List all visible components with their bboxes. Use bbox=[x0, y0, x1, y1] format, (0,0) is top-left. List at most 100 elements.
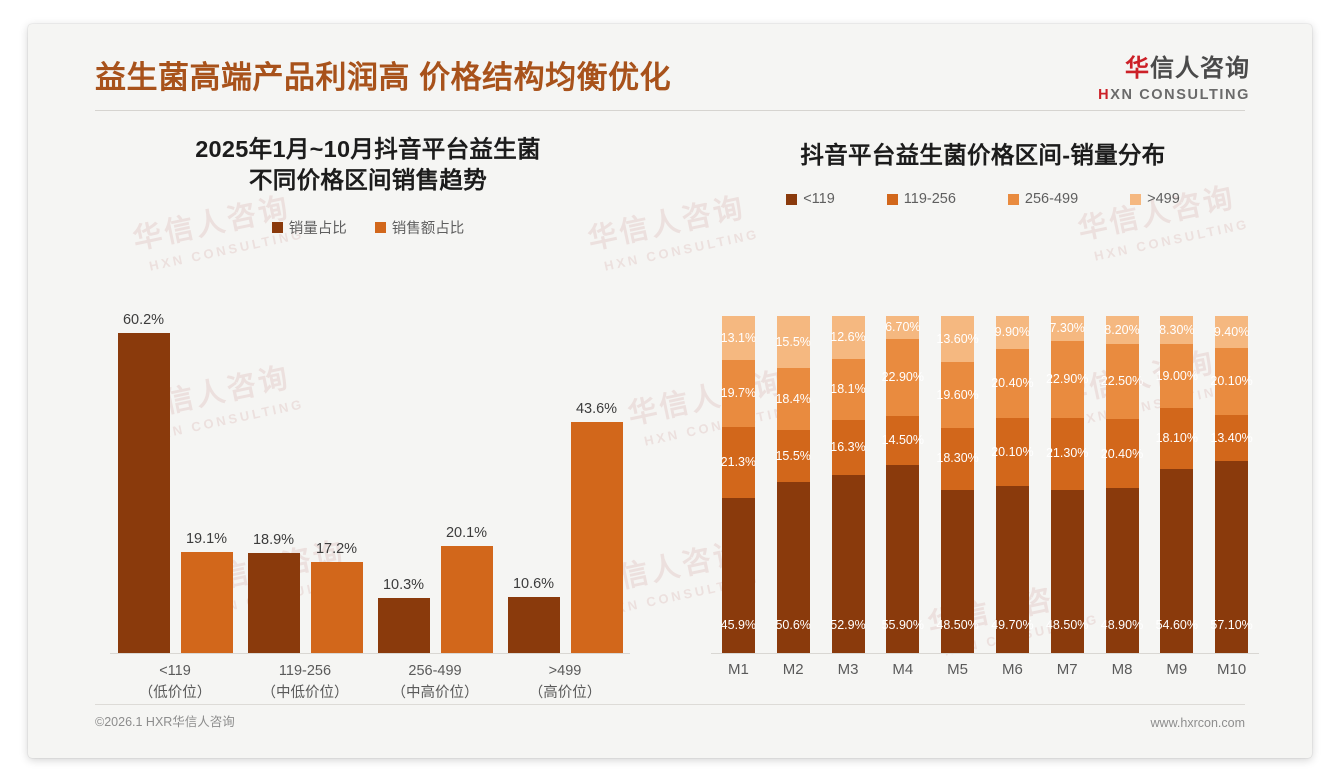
stacked-bar-segment[interactable]: 15.5% bbox=[775, 316, 811, 369]
legend-left-label: 销量占比 bbox=[288, 220, 347, 237]
bar-column[interactable]: 43.6% bbox=[570, 401, 623, 653]
stacked-bar-column[interactable]: 48.50% 21.30% 22.90% 7.30% bbox=[1046, 316, 1088, 653]
stacked-bar-segment[interactable]: 20.10% bbox=[991, 418, 1034, 486]
segment-value-label: 45.9% bbox=[720, 617, 757, 632]
bar-column[interactable]: 19.1% bbox=[180, 531, 233, 653]
stacked-bar-segment[interactable]: 13.1% bbox=[720, 316, 757, 361]
stacked-bar-segment[interactable]: 52.9% bbox=[830, 474, 866, 653]
bar-column[interactable]: 18.9% bbox=[247, 532, 300, 653]
stacked-bar-segment[interactable]: 22.50% bbox=[1101, 343, 1143, 420]
stacked-bar-segment[interactable]: 45.9% bbox=[720, 498, 757, 653]
stacked-bar-segment[interactable]: 8.30% bbox=[1159, 316, 1195, 344]
stacked-bar-segment[interactable]: 19.7% bbox=[721, 360, 756, 427]
segment-value-label: 14.50% bbox=[881, 432, 924, 447]
stacked-bar-segment[interactable]: 8.20% bbox=[1104, 316, 1140, 344]
legend-right-item-3[interactable]: >499 bbox=[1130, 191, 1180, 207]
stacked-bar-segment[interactable]: 49.70% bbox=[991, 485, 1034, 653]
legend-right-item-0[interactable]: <119 bbox=[786, 191, 835, 207]
stacked-bar-segment[interactable]: 7.30% bbox=[1049, 316, 1085, 341]
stacked-bar-segment[interactable]: 13.40% bbox=[1210, 415, 1253, 461]
chart-left-legend: 销量占比 销售额占比 bbox=[68, 217, 668, 238]
chart-panel-right: 抖音平台益生菌价格区间-销量分布 <119 119-256 256-499 >499 … bbox=[683, 134, 1283, 714]
bar[interactable] bbox=[507, 596, 560, 653]
stacked-bar-segment[interactable]: 18.10% bbox=[1156, 408, 1198, 469]
stacked-bar-segment[interactable]: 9.40% bbox=[1214, 316, 1249, 348]
chart-right-plot: 45.9% 21.3% 19.7% 13.1% 50.6% 15.5% 18.4% 15.5%… bbox=[711, 316, 1259, 654]
segment-value-label: 6.70% bbox=[885, 320, 921, 335]
xaxis-tick: M10 bbox=[1217, 661, 1247, 678]
stacked-bar-segment[interactable]: 21.30% bbox=[1046, 417, 1088, 490]
stacked-bar-column[interactable]: 54.60% 18.10% 19.00% 8.30% bbox=[1156, 316, 1198, 653]
stacked-bar-segment[interactable]: 15.5% bbox=[775, 430, 811, 483]
stacked-bar-segment[interactable]: 20.40% bbox=[1101, 419, 1143, 489]
stacked-bar-column[interactable]: 57.10% 13.40% 20.10% 9.40% bbox=[1210, 316, 1253, 653]
stacked-bar-column[interactable]: 55.90% 14.50% 22.90% 6.70% bbox=[882, 316, 924, 653]
stacked-bar-segment[interactable]: 20.40% bbox=[991, 349, 1034, 418]
stacked-bar-segment[interactable]: 18.4% bbox=[775, 368, 811, 431]
segment-value-label: 20.10% bbox=[991, 444, 1034, 459]
xaxis-tick: M7 bbox=[1056, 661, 1078, 678]
legend-right-item-2[interactable]: 256-499 bbox=[1007, 191, 1078, 207]
bar-group: 10.6% 43.6% bbox=[500, 308, 630, 653]
stacked-bar-segment[interactable]: 54.60% bbox=[1156, 469, 1198, 653]
stacked-bar-column[interactable]: 48.90% 20.40% 22.50% 8.20% bbox=[1101, 316, 1143, 653]
segment-value-label: 55.90% bbox=[881, 617, 924, 632]
stacked-bar-column[interactable]: 48.50% 18.30% 19.60% 13.60% bbox=[936, 316, 979, 653]
legend-swatch-icon bbox=[886, 193, 898, 205]
bar-column[interactable]: 60.2% bbox=[117, 312, 170, 653]
legend-right-label: 119-256 bbox=[903, 191, 956, 208]
chart-right-title-line1: 抖音平台益生菌价格区间-销量分布 bbox=[800, 142, 1166, 168]
stacked-bar-segment[interactable]: 13.60% bbox=[936, 316, 979, 362]
segment-value-label: 13.1% bbox=[720, 330, 757, 345]
bar-value-label: 17.2% bbox=[315, 540, 358, 557]
stacked-bar-segment[interactable]: 48.90% bbox=[1101, 488, 1143, 653]
stacked-bar-segment[interactable]: 14.50% bbox=[882, 415, 924, 465]
stacked-bar-segment[interactable]: 21.3% bbox=[721, 426, 756, 499]
stacked-bar-column[interactable]: 45.9% 21.3% 19.7% 13.1% bbox=[720, 316, 757, 653]
xaxis-tick-range: 119-256 bbox=[278, 663, 332, 679]
stacked-bar-segment[interactable]: 48.50% bbox=[1046, 489, 1088, 653]
stacked-bar-column[interactable]: 52.9% 16.3% 18.1% 12.6% bbox=[830, 316, 866, 653]
xaxis-tick: <119 （低价位） bbox=[110, 661, 240, 705]
xaxis-tick-sublabel: （高价位） bbox=[528, 684, 602, 701]
stacked-bar-segment[interactable]: 18.1% bbox=[830, 358, 866, 420]
bar-column[interactable]: 10.6% bbox=[507, 576, 560, 653]
logo-english-accent: H bbox=[1098, 87, 1111, 103]
bar[interactable] bbox=[440, 546, 493, 653]
stacked-bar-segment[interactable]: 48.50% bbox=[936, 489, 979, 653]
xaxis-tick-sublabel: （中高价位） bbox=[391, 684, 479, 701]
stacked-bar-segment[interactable]: 9.90% bbox=[995, 316, 1030, 350]
bar-column[interactable]: 17.2% bbox=[310, 541, 363, 653]
stacked-bar-segment[interactable]: 18.30% bbox=[936, 427, 979, 490]
stacked-bar-segment[interactable]: 19.00% bbox=[1156, 344, 1198, 409]
legend-swatch-icon bbox=[786, 193, 798, 205]
stacked-bar-column[interactable]: 50.6% 15.5% 18.4% 15.5% bbox=[775, 316, 811, 653]
bar[interactable] bbox=[180, 551, 233, 653]
stacked-bar-segment[interactable]: 55.90% bbox=[882, 464, 924, 653]
bar[interactable] bbox=[310, 561, 363, 653]
segment-value-label: 18.10% bbox=[1155, 431, 1198, 446]
stacked-bar-segment[interactable]: 12.6% bbox=[830, 316, 866, 359]
stacked-bar-segment[interactable]: 20.10% bbox=[1210, 347, 1253, 416]
legend-left-item-0[interactable]: 销量占比 bbox=[271, 217, 347, 238]
stacked-bar-segment[interactable]: 57.10% bbox=[1210, 460, 1253, 653]
bar[interactable] bbox=[377, 598, 430, 653]
legend-swatch-icon bbox=[271, 221, 283, 233]
bar[interactable] bbox=[117, 333, 170, 653]
bar-column[interactable]: 10.3% bbox=[377, 577, 430, 653]
stacked-bar-segment[interactable]: 19.60% bbox=[936, 361, 979, 428]
segment-value-label: 18.1% bbox=[830, 382, 866, 397]
segment-value-label: 19.00% bbox=[1155, 368, 1198, 383]
stacked-bar-segment[interactable]: 6.70% bbox=[885, 316, 921, 339]
stacked-bar-segment[interactable]: 16.3% bbox=[830, 419, 866, 475]
legend-right-item-1[interactable]: 119-256 bbox=[886, 191, 956, 208]
stacked-bar-segment[interactable]: 22.90% bbox=[1046, 340, 1088, 418]
legend-left-item-1[interactable]: 销售额占比 bbox=[374, 217, 464, 238]
bar[interactable] bbox=[247, 552, 300, 653]
stacked-bar-segment[interactable]: 50.6% bbox=[775, 482, 811, 653]
stacked-bar-segment[interactable]: 22.90% bbox=[882, 338, 924, 416]
stacked-bar-column[interactable]: 49.70% 20.10% 20.40% 9.90% bbox=[991, 316, 1034, 653]
segment-value-label: 15.5% bbox=[775, 334, 811, 349]
bar-column[interactable]: 20.1% bbox=[440, 525, 493, 653]
bar[interactable] bbox=[570, 421, 623, 653]
